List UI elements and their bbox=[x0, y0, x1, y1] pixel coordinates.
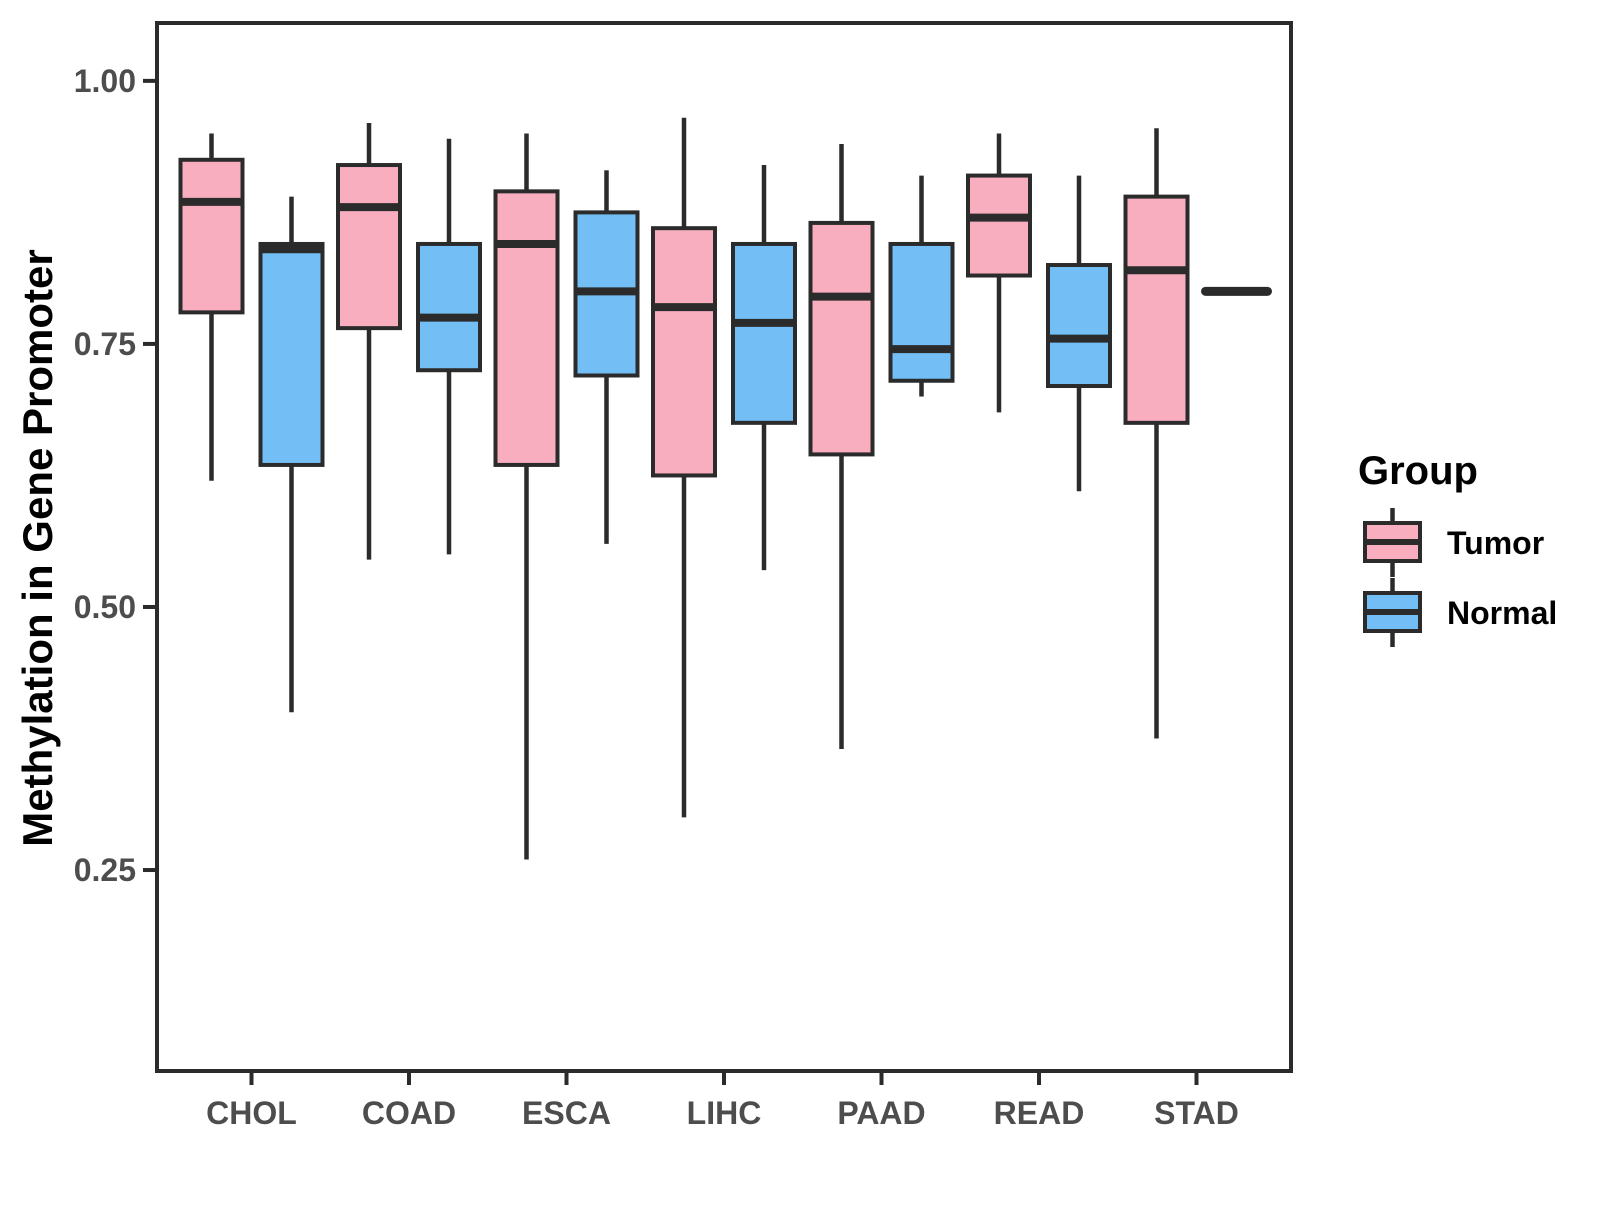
box-STAD-Tumor bbox=[1123, 128, 1190, 739]
box-LIHC-Normal bbox=[731, 165, 797, 571]
y-axis-title: Methylation in Gene Promoter bbox=[14, 249, 61, 846]
x-tick-label: READ bbox=[994, 1095, 1085, 1131]
y-tick-label: 0.75 bbox=[74, 326, 136, 362]
boxplot-series bbox=[178, 117, 1272, 860]
y-tick-label: 1.00 bbox=[74, 63, 136, 99]
box-READ-Normal bbox=[1046, 175, 1112, 492]
x-axis: CHOL COAD ESCA LIHC PAAD READ STAD bbox=[206, 1071, 1239, 1131]
iqr-box bbox=[651, 226, 717, 478]
iqr-box bbox=[966, 173, 1032, 278]
box-COAD-Normal bbox=[416, 138, 482, 555]
iqr-box bbox=[808, 220, 875, 457]
box-PAAD-Tumor bbox=[808, 144, 875, 750]
box-LIHC-Tumor bbox=[651, 117, 717, 818]
legend: Group Tumor Normal bbox=[1358, 449, 1557, 647]
box-ESCA-Normal bbox=[573, 170, 640, 544]
x-tick-label: LIHC bbox=[687, 1095, 762, 1131]
box-CHOL-Tumor bbox=[178, 133, 245, 481]
legend-key-normal: Normal bbox=[1363, 578, 1557, 647]
iqr-box bbox=[493, 189, 560, 467]
y-axis: 0.25 0.50 0.75 1.00 bbox=[74, 63, 157, 888]
legend-label-tumor: Tumor bbox=[1447, 525, 1544, 561]
x-tick-label: CHOL bbox=[206, 1095, 297, 1131]
legend-label-normal: Normal bbox=[1447, 595, 1557, 631]
x-tick-label: COAD bbox=[362, 1095, 456, 1131]
box-ESCA-Tumor bbox=[493, 133, 560, 860]
box-READ-Tumor bbox=[966, 133, 1032, 413]
iqr-box bbox=[258, 241, 325, 467]
iqr-box bbox=[888, 241, 955, 383]
box-PAAD-Normal bbox=[888, 175, 955, 397]
box-CHOL-Normal bbox=[258, 196, 325, 713]
x-tick-label: ESCA bbox=[522, 1095, 611, 1131]
plot-panel-border bbox=[155, 21, 1293, 1073]
box-COAD-Tumor bbox=[336, 122, 402, 560]
iqr-box bbox=[336, 163, 402, 331]
x-tick-label: STAD bbox=[1154, 1095, 1239, 1131]
y-tick-label: 0.50 bbox=[74, 589, 136, 625]
iqr-box bbox=[416, 241, 482, 373]
iqr-box bbox=[731, 241, 797, 425]
iqr-box bbox=[1123, 194, 1190, 425]
legend-key-tumor: Tumor bbox=[1363, 508, 1544, 577]
legend-title: Group bbox=[1358, 449, 1478, 493]
iqr-box bbox=[178, 157, 245, 315]
y-tick-label: 0.25 bbox=[74, 852, 136, 888]
iqr-box bbox=[1046, 263, 1112, 389]
x-tick-label: PAAD bbox=[837, 1095, 925, 1131]
